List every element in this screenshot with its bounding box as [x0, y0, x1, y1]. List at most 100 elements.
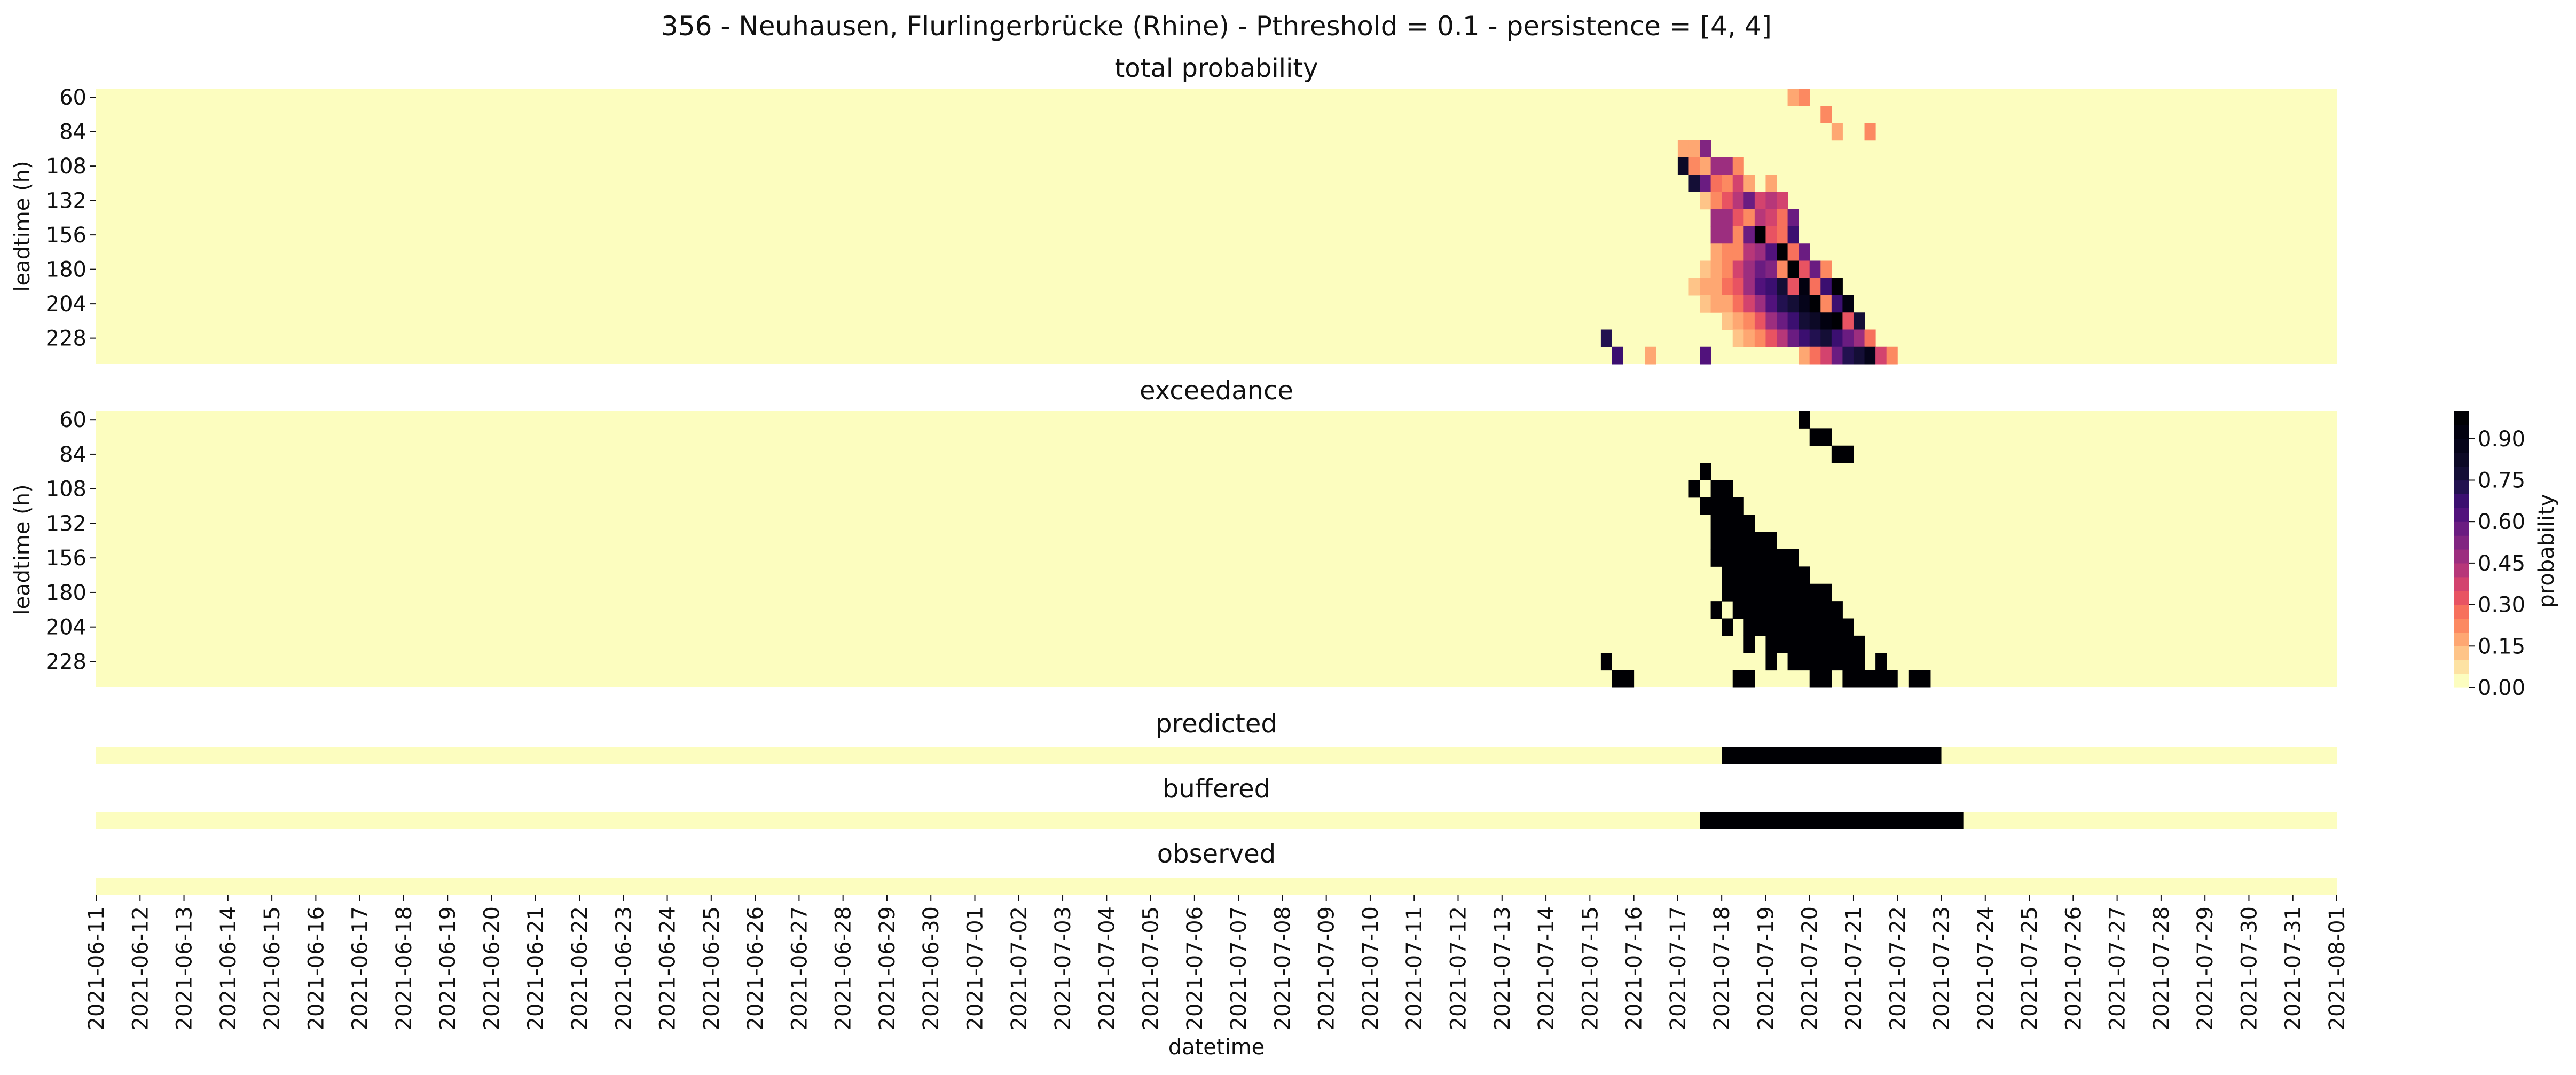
probability-cell — [1842, 329, 1854, 347]
panel-title-observed: observed — [1157, 839, 1276, 869]
probability-cell — [1754, 243, 1766, 261]
probability-cell — [1710, 260, 1722, 279]
colorbar-swatch — [2454, 576, 2469, 591]
probability-cell — [1732, 329, 1744, 347]
probability-cell — [1612, 346, 1623, 365]
xtick-label: 2021-07-14 — [1534, 906, 1559, 1030]
total-ytick-label: 60 — [59, 85, 87, 110]
colorbar-swatch — [2454, 521, 2469, 536]
probability-cell — [1732, 278, 1744, 296]
probability-cell — [1831, 278, 1843, 296]
probability-cell — [1722, 209, 1733, 227]
y-axis-label-total: leadtime (h) — [10, 161, 35, 291]
probability-cell — [1743, 226, 1755, 244]
panel-observed-background — [96, 878, 2337, 895]
probability-cell — [1787, 226, 1799, 244]
xtick-label: 2021-07-16 — [1622, 906, 1647, 1030]
xtick-label: 2021-06-28 — [831, 906, 856, 1030]
exceedance-cell — [1700, 463, 1711, 480]
probability-cell — [1809, 329, 1821, 347]
xtick-label: 2021-07-20 — [1798, 906, 1823, 1030]
probability-cell — [1743, 175, 1755, 192]
xtick-label: 2021-06-30 — [919, 906, 944, 1030]
probability-cell — [1688, 175, 1700, 192]
xtick-label: 2021-07-28 — [2149, 906, 2174, 1030]
probability-cell — [1743, 243, 1755, 261]
colorbar-swatch — [2454, 452, 2469, 467]
probability-cell — [1688, 278, 1700, 296]
probability-cell — [1754, 260, 1766, 279]
total-background — [96, 89, 2337, 364]
probability-cell — [1722, 243, 1733, 261]
xtick-label: 2021-06-29 — [875, 906, 900, 1030]
colorbar-tick-label: 0.00 — [2478, 676, 2525, 700]
exceedance-cell — [1809, 670, 1832, 688]
xtick-label: 2021-07-08 — [1270, 906, 1295, 1030]
buffered-panel — [96, 812, 2337, 829]
probability-cell — [1777, 209, 1788, 227]
xtick-label: 2021-07-24 — [1974, 906, 1998, 1030]
probability-cell — [1645, 346, 1656, 365]
panel-title-total: total probability — [1114, 53, 1318, 83]
figure-title: 356 - Neuhausen, Flurlingerbrücke (Rhine… — [661, 11, 1772, 42]
probability-cell — [1799, 278, 1810, 296]
probability-cell — [1743, 209, 1755, 227]
probability-cell — [1710, 295, 1722, 313]
y-axis-label-exceedance: leadtime (h) — [10, 484, 35, 615]
xtick-label: 2021-07-07 — [1227, 906, 1251, 1030]
probability-cell — [1743, 278, 1755, 296]
probability-cell — [1688, 157, 1700, 175]
exceedance-ytick-label: 228 — [46, 650, 87, 674]
probability-cell — [1677, 140, 1689, 158]
probability-cell — [1820, 295, 1832, 313]
colorbar-tick-label: 0.75 — [2478, 469, 2525, 493]
probability-cell — [1787, 260, 1799, 279]
exceedance-cell — [1722, 566, 1810, 584]
exceedance-cell — [1765, 635, 1865, 653]
exceedance-cell — [1688, 480, 1700, 498]
probability-cell — [1864, 123, 1876, 141]
exceedance-cell — [1710, 532, 1777, 550]
panel-predicted-event-bar — [1722, 747, 1942, 764]
xtick-label: 2021-07-18 — [1710, 906, 1734, 1030]
x-axis-label: datetime — [1168, 1035, 1265, 1060]
probability-cell — [1688, 140, 1700, 158]
probability-cell — [1787, 295, 1799, 313]
xtick-label: 2021-06-12 — [128, 906, 153, 1030]
probability-cell — [1831, 312, 1843, 330]
probability-cell — [1842, 312, 1854, 330]
probability-cell — [1799, 295, 1810, 313]
probability-cell — [1765, 226, 1777, 244]
colorbar-swatch — [2454, 549, 2469, 564]
probability-cell — [1777, 226, 1788, 244]
total-ytick-label: 156 — [46, 223, 87, 248]
probability-cell — [1799, 260, 1810, 279]
exceedance-cell — [1908, 670, 1931, 688]
xtick-label: 2021-06-18 — [392, 906, 417, 1030]
probability-cell — [1722, 157, 1733, 175]
probability-cell — [1765, 260, 1777, 279]
xtick-label: 2021-06-13 — [172, 906, 197, 1030]
total-probability-panel: 60 84 108 132 156 180 204 228 — [46, 85, 2337, 365]
xtick-label: 2021-06-11 — [84, 906, 109, 1030]
probability-cell — [1600, 329, 1612, 347]
exceedance-panel: 60 84 108 132 156 180 204 228 — [46, 408, 2337, 688]
exceedance-cell — [1600, 653, 1612, 671]
probability-cell — [1799, 346, 1810, 365]
probability-cell — [1777, 260, 1788, 279]
xtick-label: 2021-07-06 — [1183, 906, 1207, 1030]
colorbar-swatch — [2454, 411, 2469, 425]
probability-cell — [1743, 260, 1755, 279]
xtick-label: 2021-06-17 — [348, 906, 373, 1030]
exceedance-cell — [1710, 549, 1799, 567]
probability-cell — [1710, 175, 1722, 192]
colorbar-swatch — [2454, 424, 2469, 439]
exceedance-cell — [1831, 445, 1854, 463]
probability-cell — [1809, 312, 1821, 330]
probability-cell — [1722, 312, 1733, 330]
exceedance-ytick-label: 84 — [59, 442, 87, 467]
xtick-label: 2021-06-20 — [480, 906, 504, 1030]
xtick-label: 2021-07-05 — [1139, 906, 1164, 1030]
exceedance-cell — [1787, 653, 1865, 671]
probability-cell — [1722, 278, 1733, 296]
